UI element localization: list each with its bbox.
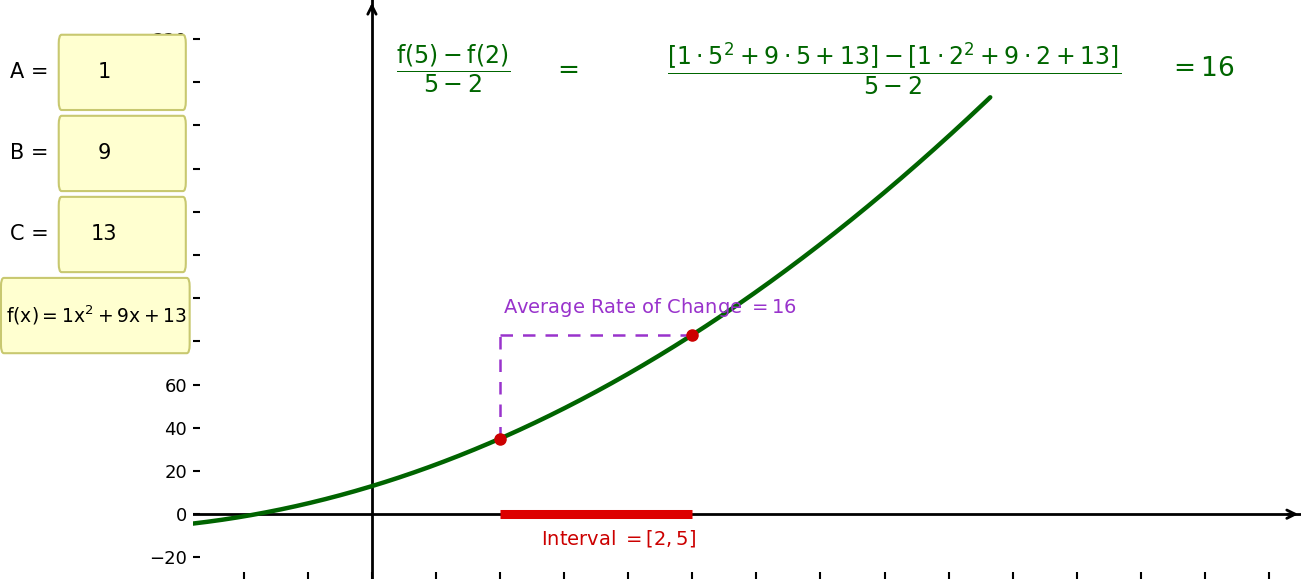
Text: Average Rate of Change $= 16$: Average Rate of Change $= 16$ [503,296,798,319]
Text: 13: 13 [91,225,117,244]
Text: A =: A = [9,63,48,82]
Text: Interval $= [2, 5]$: Interval $= [2, 5]$ [541,528,696,549]
FancyBboxPatch shape [59,116,186,191]
FancyBboxPatch shape [59,35,186,110]
Text: $\dfrac{\mathregular{f(5)}-\mathregular{f(2)}}{5-2}$: $\dfrac{\mathregular{f(5)}-\mathregular{… [396,42,510,95]
FancyBboxPatch shape [59,197,186,272]
Text: $\dfrac{[1\cdot5^2+9\cdot5+13]-[1\cdot2^2+9\cdot2+13]}{5-2}$: $\dfrac{[1\cdot5^2+9\cdot5+13]-[1\cdot2^… [667,41,1121,97]
Text: $\mathregular{f(x) = 1x^2 + 9x + 13}$: $\mathregular{f(x) = 1x^2 + 9x + 13}$ [7,304,186,327]
Text: 9: 9 [98,144,111,163]
Text: 1: 1 [98,63,111,82]
Text: $= 16$: $= 16$ [1168,56,1235,82]
Text: B =: B = [9,144,48,163]
Text: C =: C = [9,225,48,244]
FancyBboxPatch shape [1,278,190,353]
Text: $=$: $=$ [553,56,579,82]
